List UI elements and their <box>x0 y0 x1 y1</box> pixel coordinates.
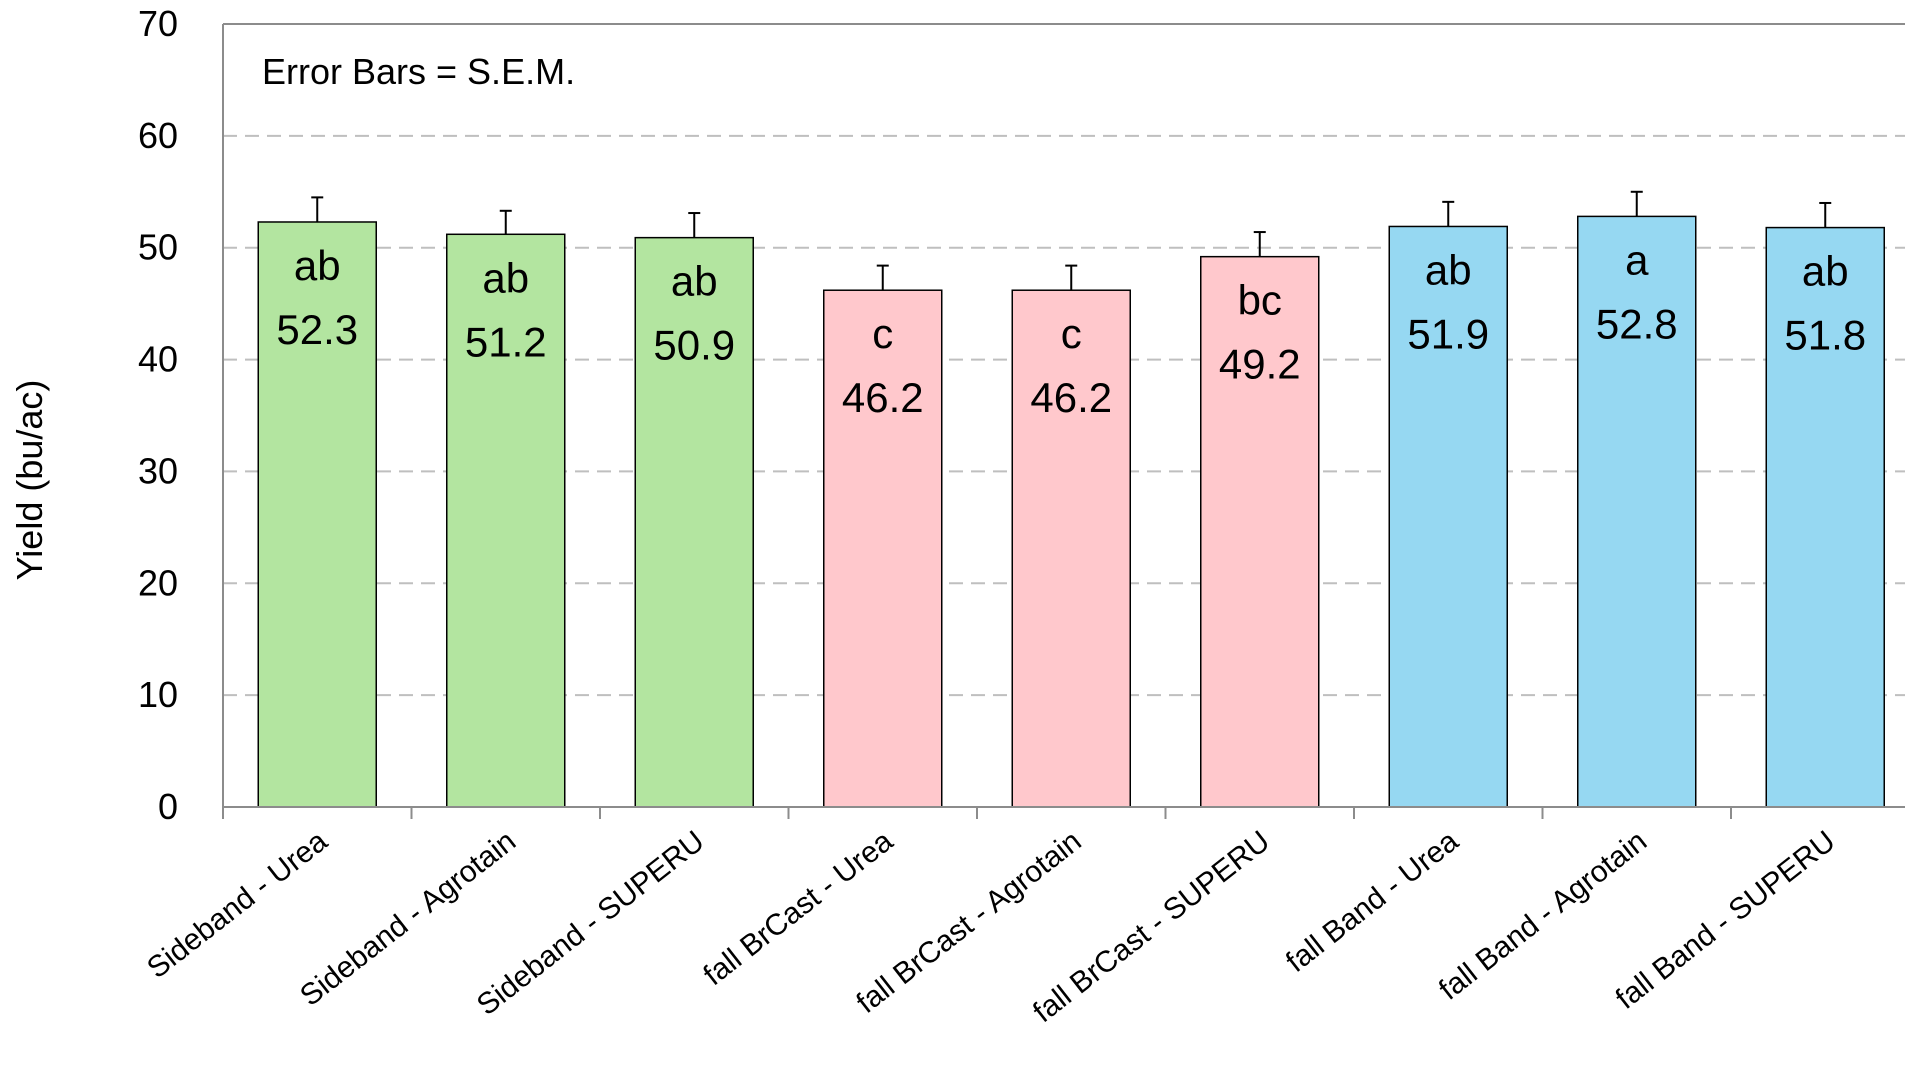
y-tick-label: 10 <box>138 674 178 715</box>
y-tick-labels: 0 10 20 30 40 50 60 70 <box>138 3 178 827</box>
bar <box>257 221 377 808</box>
bar-labels: ab 52.3 ab 51.2 ab 50.9 c 46.2 c 46.2 bc 49.2 ab 51.9… <box>276 236 1866 421</box>
significance-letter: bc <box>1238 277 1282 324</box>
data-label: 52.3 <box>276 306 358 353</box>
error-bars-note: Error Bars = S.E.M. <box>262 51 575 92</box>
x-tick-label: fall Band - Urea <box>1280 824 1465 979</box>
data-label: 51.8 <box>1784 312 1866 359</box>
significance-letter: ab <box>482 254 529 301</box>
data-label: 46.2 <box>1030 374 1112 421</box>
x-tick-label: fall Band - Agrotain <box>1433 825 1653 1007</box>
data-label: 50.9 <box>653 322 735 369</box>
bar <box>1200 255 1320 808</box>
data-label: 51.9 <box>1407 310 1489 357</box>
y-tick-label: 50 <box>138 227 178 268</box>
data-label: 51.2 <box>465 318 547 365</box>
significance-letter: c <box>872 310 893 357</box>
y-tick-label: 40 <box>138 339 178 380</box>
y-tick-label: 60 <box>138 115 178 156</box>
bar <box>634 236 754 808</box>
significance-letter: c <box>1061 310 1082 357</box>
axes <box>222 23 1905 819</box>
bar <box>1388 225 1508 808</box>
significance-letter: ab <box>1425 246 1472 293</box>
significance-letter: ab <box>671 258 718 305</box>
significance-letter: ab <box>294 242 341 289</box>
bar <box>823 289 943 808</box>
y-axis-label: Yield (bu/ac) <box>9 380 50 581</box>
data-label: 49.2 <box>1219 341 1301 388</box>
bar <box>1011 289 1131 808</box>
data-label: 52.8 <box>1596 300 1678 347</box>
significance-letter: ab <box>1802 248 1849 295</box>
data-label: 46.2 <box>842 374 924 421</box>
bars <box>257 190 1885 808</box>
significance-letter: a <box>1625 236 1649 283</box>
y-tick-label: 70 <box>138 3 178 44</box>
x-tick-label: Sideband - Urea <box>141 824 334 985</box>
y-tick-label: 30 <box>138 450 178 491</box>
y-tick-label: 0 <box>158 786 178 827</box>
x-tick-label: fall BrCast - Urea <box>697 824 899 992</box>
bar <box>1765 226 1885 808</box>
y-tick-label: 20 <box>138 562 178 603</box>
